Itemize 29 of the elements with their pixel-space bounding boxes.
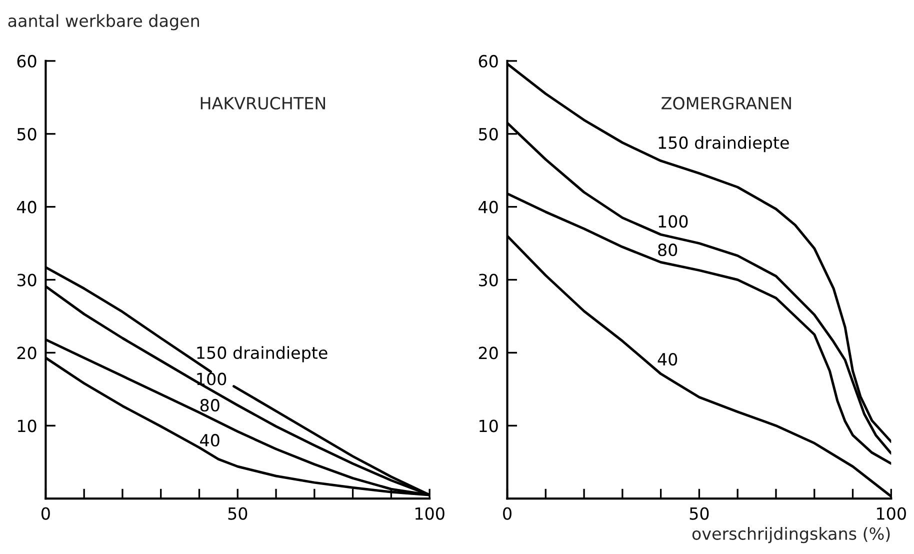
y-tick-label: 10 — [480, 420, 498, 432]
annotation: 150 draindiepte — [658, 136, 789, 152]
y-tick-label: 40 — [478, 200, 498, 214]
y-tick-label: 60 — [478, 54, 498, 68]
y-tick-label: 30 — [479, 274, 498, 286]
annotation: 80 — [200, 398, 220, 412]
annotation: 80 — [658, 244, 678, 256]
y-tick-label: 20 — [478, 346, 498, 360]
x-tick-label: 50 — [690, 507, 709, 520]
annotation: 150 draindiepte — [197, 346, 328, 362]
x-tick-label: 0 — [503, 507, 512, 520]
y-tick-label: 50 — [17, 128, 36, 140]
annotation: 40 — [658, 352, 678, 366]
x-tick-label: 100 — [416, 507, 444, 520]
x-tick-label: 0 — [41, 507, 50, 520]
text: ZOMERGRANEN — [662, 96, 791, 110]
text: HAKVRUCHTEN — [200, 96, 326, 110]
annotation: 100 — [658, 215, 688, 228]
y-tick-label: 30 — [17, 274, 36, 286]
x-axis-title: overschrijdingskans (%) — [692, 527, 890, 544]
y-tick-label: 60 — [17, 54, 36, 68]
y-tick-label: 20 — [17, 346, 36, 360]
x-tick-label: 50 — [228, 507, 248, 520]
y-axis-title: aantal werkbare dagen — [8, 14, 199, 30]
y-tick-label: 10 — [18, 420, 36, 432]
y-tick-label: 40 — [16, 200, 36, 214]
annotation: 40 — [200, 434, 220, 447]
y-tick-label: 50 — [479, 128, 498, 140]
x-tick-label: 100 — [877, 507, 906, 520]
